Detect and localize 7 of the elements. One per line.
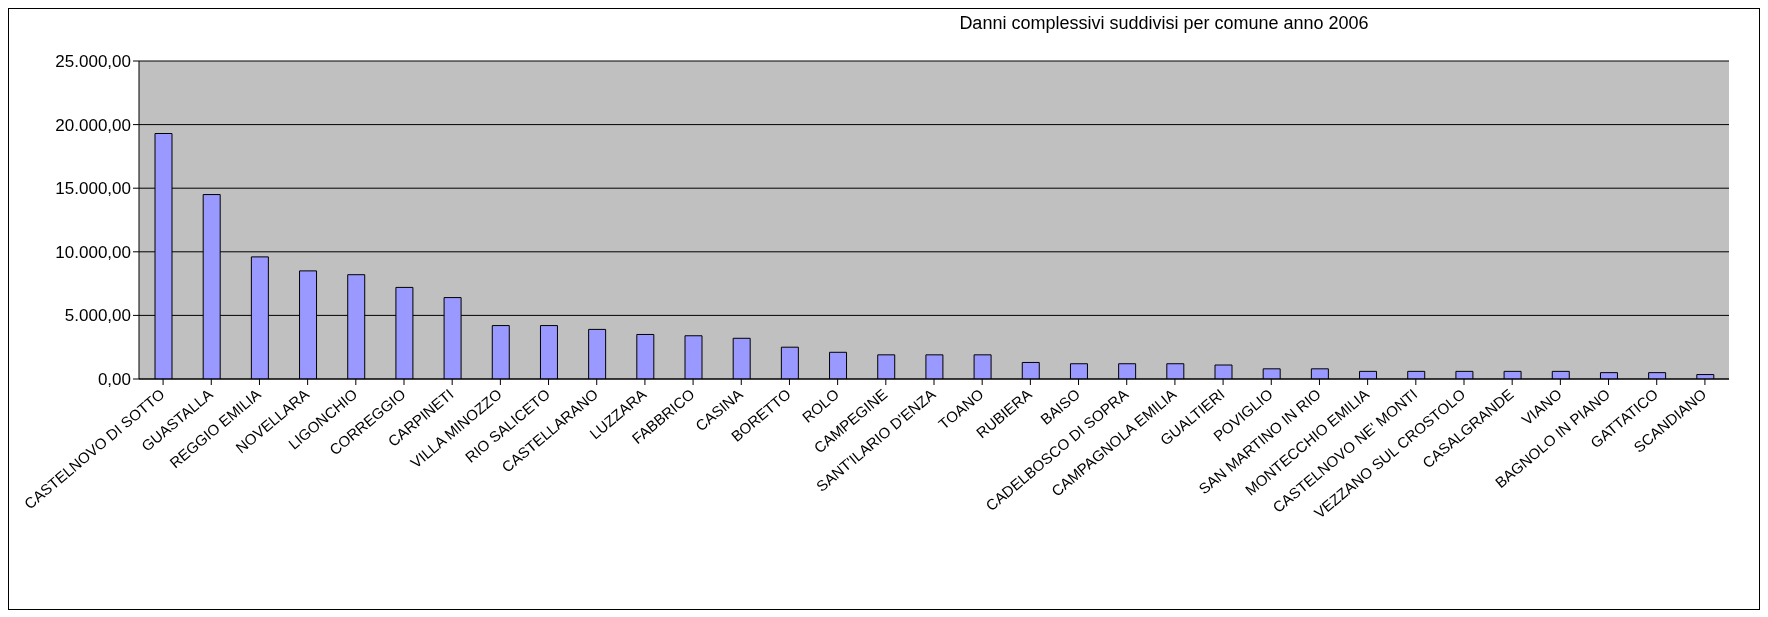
y-tick-label: 25.000,00	[55, 52, 131, 72]
y-tick-label: 0,00	[97, 370, 131, 390]
y-tick-label: 20.000,00	[55, 115, 131, 135]
y-tick-label: 15.000,00	[55, 179, 131, 199]
y-tick-label: 5.000,00	[64, 306, 131, 326]
chart-title: Danni complessivi suddivisi per comune anno 2006	[958, 13, 1370, 34]
y-tick-label: 10.000,00	[55, 242, 131, 262]
